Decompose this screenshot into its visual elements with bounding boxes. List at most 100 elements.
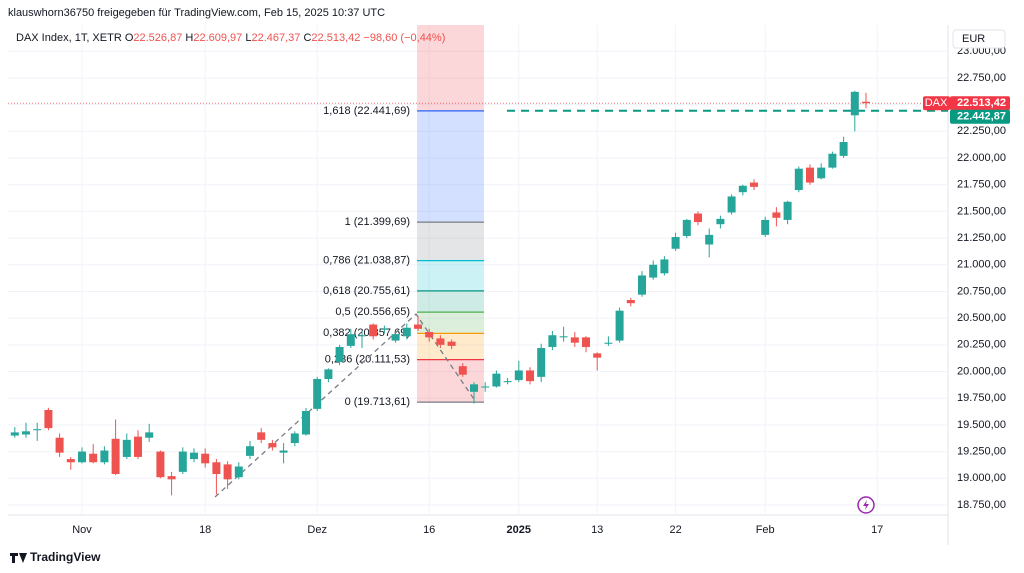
candle-body bbox=[481, 386, 490, 388]
candle-body bbox=[178, 451, 187, 472]
candle-body bbox=[828, 153, 837, 168]
fib-label: 0 (19.713,61) bbox=[345, 396, 410, 408]
candle-body bbox=[22, 431, 30, 435]
candle-body bbox=[526, 370, 534, 382]
fib-top-band bbox=[417, 25, 484, 111]
y-tick-label: 21.250,00 bbox=[957, 232, 1006, 244]
candle-body bbox=[358, 335, 366, 337]
candle-body bbox=[727, 196, 736, 213]
x-tick-label: 13 bbox=[591, 524, 603, 536]
candle-body bbox=[458, 366, 467, 375]
candle-body bbox=[705, 234, 714, 245]
candle-body bbox=[414, 324, 422, 329]
y-tick-label: 19.500,00 bbox=[957, 419, 1006, 431]
candle-body bbox=[660, 259, 669, 274]
candle-body bbox=[167, 476, 176, 480]
candle-body bbox=[750, 182, 758, 187]
y-tick-label: 22.250,00 bbox=[957, 125, 1006, 137]
candle-body bbox=[380, 328, 389, 330]
candle-body bbox=[335, 346, 344, 362]
y-tick-label: 18.750,00 bbox=[957, 499, 1006, 511]
ohlc-value: 22.526,87 bbox=[133, 32, 182, 44]
candle-body bbox=[10, 432, 19, 436]
x-tick-label: 17 bbox=[871, 524, 883, 536]
y-tick-label: 20.000,00 bbox=[957, 365, 1006, 377]
y-tick-label: 19.250,00 bbox=[957, 445, 1006, 457]
ohlc-key: H bbox=[185, 32, 193, 44]
candle-body bbox=[290, 433, 299, 444]
candle-body bbox=[425, 332, 434, 338]
fib-band bbox=[417, 260, 484, 291]
brand: TradingView bbox=[30, 550, 101, 564]
x-tick-label: Feb bbox=[756, 524, 775, 536]
candle-body bbox=[862, 101, 870, 104]
candle-body bbox=[615, 310, 624, 341]
candle-body bbox=[257, 432, 266, 440]
candle-body bbox=[470, 384, 478, 392]
candle-body bbox=[246, 446, 254, 456]
candle-body bbox=[772, 212, 781, 218]
ohlc-key: O bbox=[125, 32, 134, 44]
candle-body bbox=[100, 450, 109, 463]
y-tick-label: 20.250,00 bbox=[957, 339, 1006, 351]
ohlc-key: L bbox=[245, 32, 251, 44]
fib-band bbox=[417, 312, 484, 334]
alert-price-label: 22.442,87 bbox=[957, 111, 1006, 123]
x-tick-label: 16 bbox=[423, 524, 435, 536]
candle-body bbox=[134, 436, 142, 457]
currency-box[interactable] bbox=[952, 29, 1006, 49]
candle-body bbox=[806, 167, 814, 183]
candle-body bbox=[447, 341, 456, 346]
y-tick-label: 22.750,00 bbox=[957, 72, 1006, 84]
candle-body bbox=[55, 437, 64, 453]
share-title: klauswhorn36750 freigegeben für TradingV… bbox=[8, 7, 385, 19]
candle-body bbox=[537, 348, 546, 377]
candle-body bbox=[190, 452, 198, 460]
candle-body bbox=[682, 219, 691, 236]
lightning bbox=[863, 500, 869, 510]
symbol-tag bbox=[923, 96, 950, 111]
candle-body bbox=[503, 381, 512, 383]
candle-body bbox=[604, 342, 613, 344]
candle-body bbox=[279, 450, 288, 453]
fib-label: 0,382 (20.357,69) bbox=[323, 327, 410, 339]
fib-band bbox=[417, 110, 484, 223]
candle-body bbox=[761, 219, 770, 235]
candle-body bbox=[817, 167, 826, 179]
candle-body bbox=[794, 168, 803, 191]
candle-body bbox=[548, 335, 557, 347]
candle-body bbox=[369, 324, 378, 337]
candle-body bbox=[783, 201, 792, 220]
fib-label: 0,5 (20.556,65) bbox=[335, 306, 410, 318]
last-price-label: 22.513,42 bbox=[957, 97, 1006, 109]
candle-body bbox=[313, 378, 322, 409]
candle-body bbox=[268, 443, 277, 448]
y-tick-label: 19.750,00 bbox=[957, 392, 1006, 404]
brand-logo bbox=[10, 553, 27, 563]
candle-body bbox=[626, 299, 635, 304]
fib-label: 0,786 (21.038,87) bbox=[323, 255, 410, 267]
candle-body bbox=[559, 336, 568, 338]
y-tick-label: 20.500,00 bbox=[957, 312, 1006, 324]
ohlc-value: 22.467,37 bbox=[251, 32, 300, 44]
x-tick-label: 22 bbox=[669, 524, 681, 536]
candle-body bbox=[66, 459, 75, 463]
candle-body bbox=[302, 411, 310, 435]
last-price-tag bbox=[950, 96, 1010, 111]
fib-band bbox=[417, 222, 484, 261]
currency: EUR bbox=[962, 33, 985, 45]
candle-body bbox=[402, 327, 411, 337]
candle-body bbox=[33, 429, 42, 431]
symbol-label: DAX Index, 1T, XETR bbox=[16, 32, 122, 44]
candle-body bbox=[671, 237, 680, 249]
y-tick-label: 22.000,00 bbox=[957, 152, 1006, 164]
x-tick-label: 18 bbox=[199, 524, 211, 536]
fib-band bbox=[417, 290, 484, 313]
alert-price-tag bbox=[950, 109, 1010, 124]
x-tick-label: 2025 bbox=[507, 524, 531, 536]
candle-body bbox=[850, 91, 859, 116]
symbol-tag-label: DAX bbox=[925, 97, 948, 109]
fib-band bbox=[417, 359, 484, 403]
